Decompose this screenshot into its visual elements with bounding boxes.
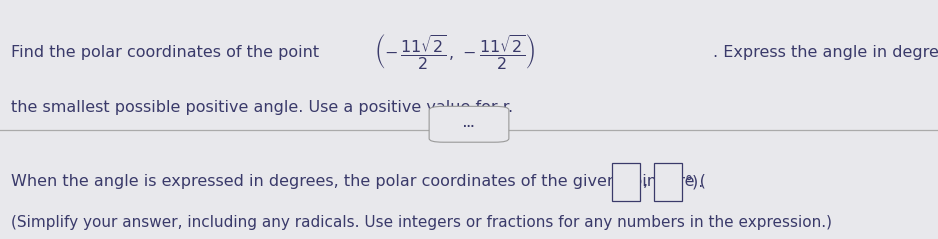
Text: . Express the angle in degrees and then in radians, using: . Express the angle in degrees and then … [713, 45, 938, 60]
Text: ...: ... [463, 119, 475, 129]
Text: ,: , [643, 174, 647, 189]
FancyBboxPatch shape [612, 163, 640, 201]
Text: the smallest possible positive angle. Use a positive value for r.: the smallest possible positive angle. Us… [11, 100, 513, 115]
Text: When the angle is expressed in degrees, the polar coordinates of the given point: When the angle is expressed in degrees, … [11, 174, 706, 189]
FancyBboxPatch shape [429, 106, 508, 142]
Text: $\left(-\,\dfrac{11\sqrt{2}}{2}\,,\,-\dfrac{11\sqrt{2}}{2}\right)$: $\left(-\,\dfrac{11\sqrt{2}}{2}\,,\,-\df… [374, 33, 536, 72]
Text: Find the polar coordinates of the point: Find the polar coordinates of the point [11, 45, 319, 60]
FancyBboxPatch shape [654, 163, 682, 201]
Text: (Simplify your answer, including any radicals. Use integers or fractions for any: (Simplify your answer, including any rad… [11, 215, 832, 230]
Text: °).: °). [685, 174, 704, 189]
